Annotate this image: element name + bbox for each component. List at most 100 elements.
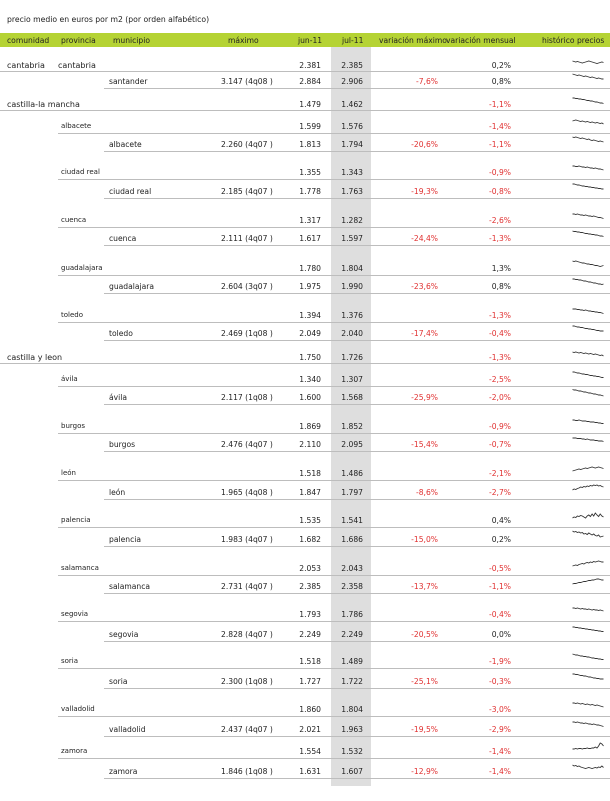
sparkline-path [572,308,604,314]
header-comunidad: comunidad [7,36,50,45]
table-row-provincia: león 1.518 1.486 -2,1% [0,466,610,483]
cell-var-mensual: -1,4% [488,747,511,756]
row-separator [104,404,610,405]
cell-var-mensual: -3,0% [488,705,511,714]
row-separator [104,88,610,89]
row-separator [104,499,610,500]
sparkline-path [572,389,604,397]
cell-jun: 1.554 [299,747,321,756]
cell-var-max: -19,5% [411,725,438,734]
cell-jul: 2.249 [341,630,363,639]
table-row-municipio: valladolid 2.437 (4q07 ) 2.021 1.963 -19,5% -… [0,721,610,739]
table-row-provincia: ciudad real 1.355 1.343 -0,9% [0,165,610,182]
cell-jun: 1.518 [299,469,321,478]
cell-var-max: -24,4% [411,234,438,243]
sparkline-path [572,626,604,632]
table-row-provincia: soria 1.518 1.489 -1,9% [0,653,610,671]
cell-jul: 1.532 [341,747,363,756]
sparkline-path [572,721,604,727]
sparkline-path [572,136,604,143]
row-separator [104,778,610,779]
cell-municipio: toledo [109,329,133,338]
historico-sparkline [572,702,604,708]
sparkline-path [572,351,604,357]
cell-jul: 1.726 [341,353,363,362]
cell-provincia: león [61,469,76,477]
cell-var-mensual: -1,3% [488,311,511,320]
cell-provincia: segovia [61,610,89,618]
table-row-municipio: burgos 2.476 (4q07 ) 2.110 2.095 -15,4% -0,7% [0,437,610,454]
header-historico: histórico precios [542,36,605,45]
cell-maximo: 2.111 (4q07 ) [221,234,273,243]
historico-sparkline [572,742,604,750]
sparkline-path [572,165,604,171]
cell-jun: 1.682 [299,535,321,544]
row-separator [104,245,610,246]
cell-jul: 1.722 [341,677,363,686]
cell-jul: 1.804 [341,264,363,273]
sparkline-path [572,213,604,219]
cell-maximo: 2.731 (4q07 ) [221,582,273,591]
sparkline-path [572,560,604,567]
cell-var-mensual: -1,1% [488,582,511,591]
row-separator [58,133,610,134]
row-separator [0,71,610,72]
cell-maximo: 2.260 (4q07 ) [221,140,273,149]
cell-jun: 1.847 [299,488,321,497]
historico-sparkline [572,260,604,267]
row-separator [58,386,610,387]
cell-maximo: 2.185 (4q07 ) [221,187,273,196]
cell-jun: 1.394 [299,311,321,320]
cell-var-mensual: -0,4% [488,610,511,619]
cell-municipio: ciudad real [109,187,152,196]
row-separator [104,546,610,547]
table-row-provincia: ávila 1.340 1.307 -2,5% [0,371,610,389]
cell-var-max: -23,6% [411,282,438,291]
cell-jul: 1.486 [341,469,363,478]
sparkline-path [572,119,604,125]
cell-var-mensual: -2,0% [488,393,511,402]
header-jul: jul-11 [342,36,364,45]
cell-var-max: -12,9% [411,767,438,776]
cell-var-max: -25,9% [411,393,438,402]
historico-sparkline [572,484,604,491]
table-row-municipio: ávila 2.117 (1q08 ) 1.600 1.568 -25,9% -2,0% [0,389,610,407]
cell-jun: 1.535 [299,516,321,525]
cell-jul: 2.043 [341,564,363,573]
cell-jun: 1.860 [299,705,321,714]
table-row-municipio: león 1.965 (4q08 ) 1.847 1.797 -8,6% -2,7% [0,484,610,502]
row-separator [0,110,610,111]
cell-municipio: segovia [109,630,139,639]
historico-sparkline [572,308,604,314]
cell-jul: 2.385 [341,61,363,70]
row-separator [58,480,610,481]
row-separator [58,527,610,528]
cell-jul: 1.804 [341,705,363,714]
cell-provincia: valladolid [61,705,95,713]
cell-jun: 1.355 [299,168,321,177]
cell-provincia: ciudad real [61,168,100,176]
header-provincia: provincia [61,36,96,45]
cell-jun: 1.518 [299,657,321,666]
cell-var-mensual: -0,3% [488,677,511,686]
sparkline-path [572,230,604,237]
cell-provincia: salamanca [61,564,99,572]
row-separator [104,451,610,452]
cell-jul: 2.358 [341,582,363,591]
sparkline-path [572,183,604,190]
row-separator [104,293,610,294]
table-row-comunidad: cantabria cantabria 2.381 2.385 0,2% [0,60,610,75]
row-separator [104,736,610,737]
cell-jul: 2.906 [341,77,363,86]
sparkline-path [572,512,604,519]
cell-municipio: valladolid [109,725,146,734]
cell-jun: 1.617 [299,234,321,243]
cell-jul: 1.763 [341,187,363,196]
table-row-municipio: segovia 2.828 (4q07 ) 2.249 2.249 -20,5% 0,0% [0,626,610,644]
cell-var-mensual: -1,9% [488,657,511,666]
cell-var-max: -15,0% [411,535,438,544]
cell-var-max: -19,3% [411,187,438,196]
cell-jun: 1.813 [299,140,321,149]
sparkline-path [572,419,604,424]
historico-sparkline [572,560,604,567]
